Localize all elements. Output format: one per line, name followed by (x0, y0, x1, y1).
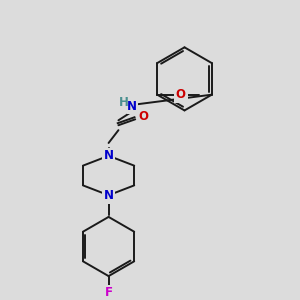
Text: N: N (103, 189, 114, 202)
Text: O: O (176, 88, 186, 101)
Text: N: N (103, 149, 114, 162)
Text: N: N (127, 100, 137, 113)
Text: O: O (138, 110, 148, 123)
Text: H: H (118, 96, 128, 109)
Text: F: F (105, 286, 112, 299)
